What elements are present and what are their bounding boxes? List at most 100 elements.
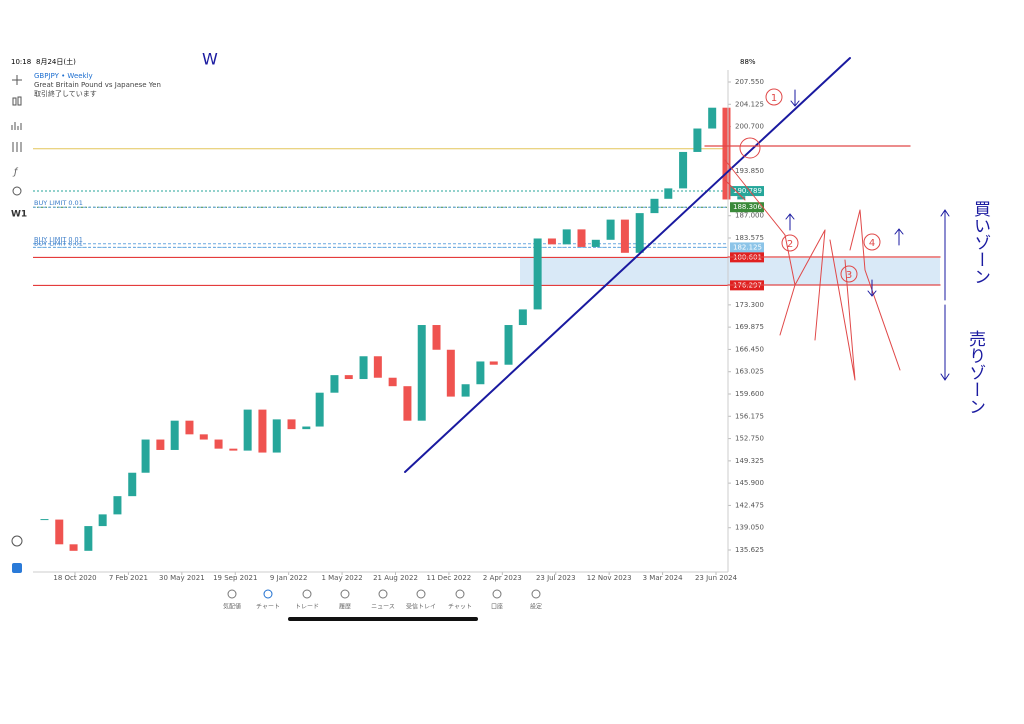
circle: [840, 265, 858, 283]
candle: [504, 325, 513, 365]
candle: [388, 377, 397, 387]
x-tick-label: 2 Apr 2023: [483, 574, 522, 582]
x-tick-label: 19 Sep 2021: [213, 574, 257, 582]
tool[interactable]: [11, 535, 23, 547]
candle: [156, 439, 165, 450]
time: 10:18: [11, 58, 31, 66]
x-tick-label: 30 May 2021: [159, 574, 205, 582]
candle: [635, 213, 644, 253]
y-tick-label: 145.900: [735, 479, 764, 487]
nav-label[interactable]: トレード: [295, 604, 319, 611]
candle: [128, 472, 137, 497]
app-icon[interactable]: [12, 563, 22, 573]
nav-label[interactable]: チャット: [448, 604, 472, 611]
nav-label[interactable]: 設定: [530, 603, 542, 611]
candle: [533, 238, 542, 310]
indicators[interactable]: [11, 122, 22, 130]
sell-zone: 売りゾーン: [965, 330, 986, 415]
home-indicator: [288, 617, 478, 621]
x-tick-label: 11 Dec 2022: [427, 574, 472, 582]
toolbar: ƒ: [11, 75, 23, 573]
y-tick-label: 183.575: [735, 234, 764, 242]
y-tick-label: 173.300: [735, 301, 764, 309]
candle: [591, 239, 600, 247]
nav-icon[interactable]: [340, 589, 350, 599]
candle: [287, 419, 296, 430]
circle: [863, 233, 881, 251]
objects[interactable]: [12, 186, 22, 196]
y-tick-label: 156.175: [735, 412, 764, 420]
candle: [199, 434, 208, 440]
candle: [722, 107, 731, 200]
candle: [679, 151, 688, 189]
x-tick-label: 9 Jan 2022: [270, 574, 308, 582]
nav-label[interactable]: チャート: [256, 604, 280, 611]
y-tick-label: 135.625: [735, 546, 764, 554]
nav-label[interactable]: 履歴: [339, 604, 351, 611]
app: [5, 55, 765, 585]
candle: [315, 392, 324, 427]
candle: [476, 361, 485, 385]
y-tick-label: 159.600: [735, 390, 764, 398]
f-icon[interactable]: ƒ: [12, 168, 19, 178]
price-tag-label: 188.306: [733, 203, 762, 211]
nav-label[interactable]: ニュース: [371, 604, 395, 611]
symbol: GBPJPY • Weekly: [34, 72, 93, 80]
x-tick-label: 23 Jun 2024: [695, 574, 738, 582]
circle: [781, 234, 799, 252]
nav-label[interactable]: 受信トレイ: [406, 603, 436, 611]
candle: [344, 375, 353, 380]
nav-label[interactable]: 気配値: [223, 603, 241, 611]
candle: [403, 386, 412, 421]
price-tag-label: 182.125: [733, 243, 762, 251]
nav-icon[interactable]: [302, 589, 312, 599]
candle: [330, 375, 339, 393]
y-tick-label: 142.475: [735, 501, 764, 509]
candle: [170, 420, 179, 450]
x-tick-label: 3 Mar 2024: [643, 574, 683, 582]
candle: [562, 229, 571, 245]
price-tag: [730, 242, 764, 253]
candle: [620, 219, 629, 253]
candle: [258, 409, 267, 453]
nav-icon[interactable]: [263, 589, 273, 599]
zone-arrows: [940, 209, 950, 381]
candle: [113, 496, 122, 515]
candle: [373, 356, 382, 378]
battery: 88%: [740, 58, 756, 66]
y-tick-label: 200.700: [735, 123, 764, 131]
candle: [84, 526, 93, 551]
nav-icon[interactable]: [455, 589, 465, 599]
nav-icon[interactable]: [378, 589, 388, 599]
nav-icon[interactable]: [227, 589, 237, 599]
crosshair[interactable]: [12, 75, 22, 85]
candle: [272, 419, 281, 453]
x-tick-label: 7 Feb 2021: [109, 574, 148, 582]
candle: [737, 196, 746, 200]
candles-icon[interactable]: [12, 97, 17, 106]
hand-4: 4: [869, 238, 875, 249]
small-arrows: [785, 89, 904, 297]
candle: [664, 188, 673, 199]
buy-zone: 買いゾーン: [970, 200, 991, 285]
price-tag: [730, 202, 764, 213]
y-tick-label: 193.850: [735, 167, 764, 175]
nav-icon[interactable]: [416, 589, 426, 599]
nav-icon[interactable]: [531, 589, 541, 599]
hand-1: 1: [771, 93, 777, 104]
x-tick-label: 21 Aug 2022: [373, 574, 418, 582]
candle: [489, 361, 498, 365]
candle: [98, 514, 107, 527]
candle: [417, 325, 426, 421]
candle: [461, 384, 470, 397]
nav-label[interactable]: 口座: [491, 603, 503, 611]
candle: [214, 439, 223, 449]
candle: [547, 238, 556, 245]
hand-3: 3: [846, 270, 852, 281]
candle: [69, 544, 78, 551]
price-tag-label: 190.789: [733, 187, 762, 195]
candle: [518, 309, 527, 326]
timeframe[interactable]: W1: [11, 210, 27, 220]
settings[interactable]: [12, 142, 22, 152]
nav-icon[interactable]: [492, 589, 502, 599]
